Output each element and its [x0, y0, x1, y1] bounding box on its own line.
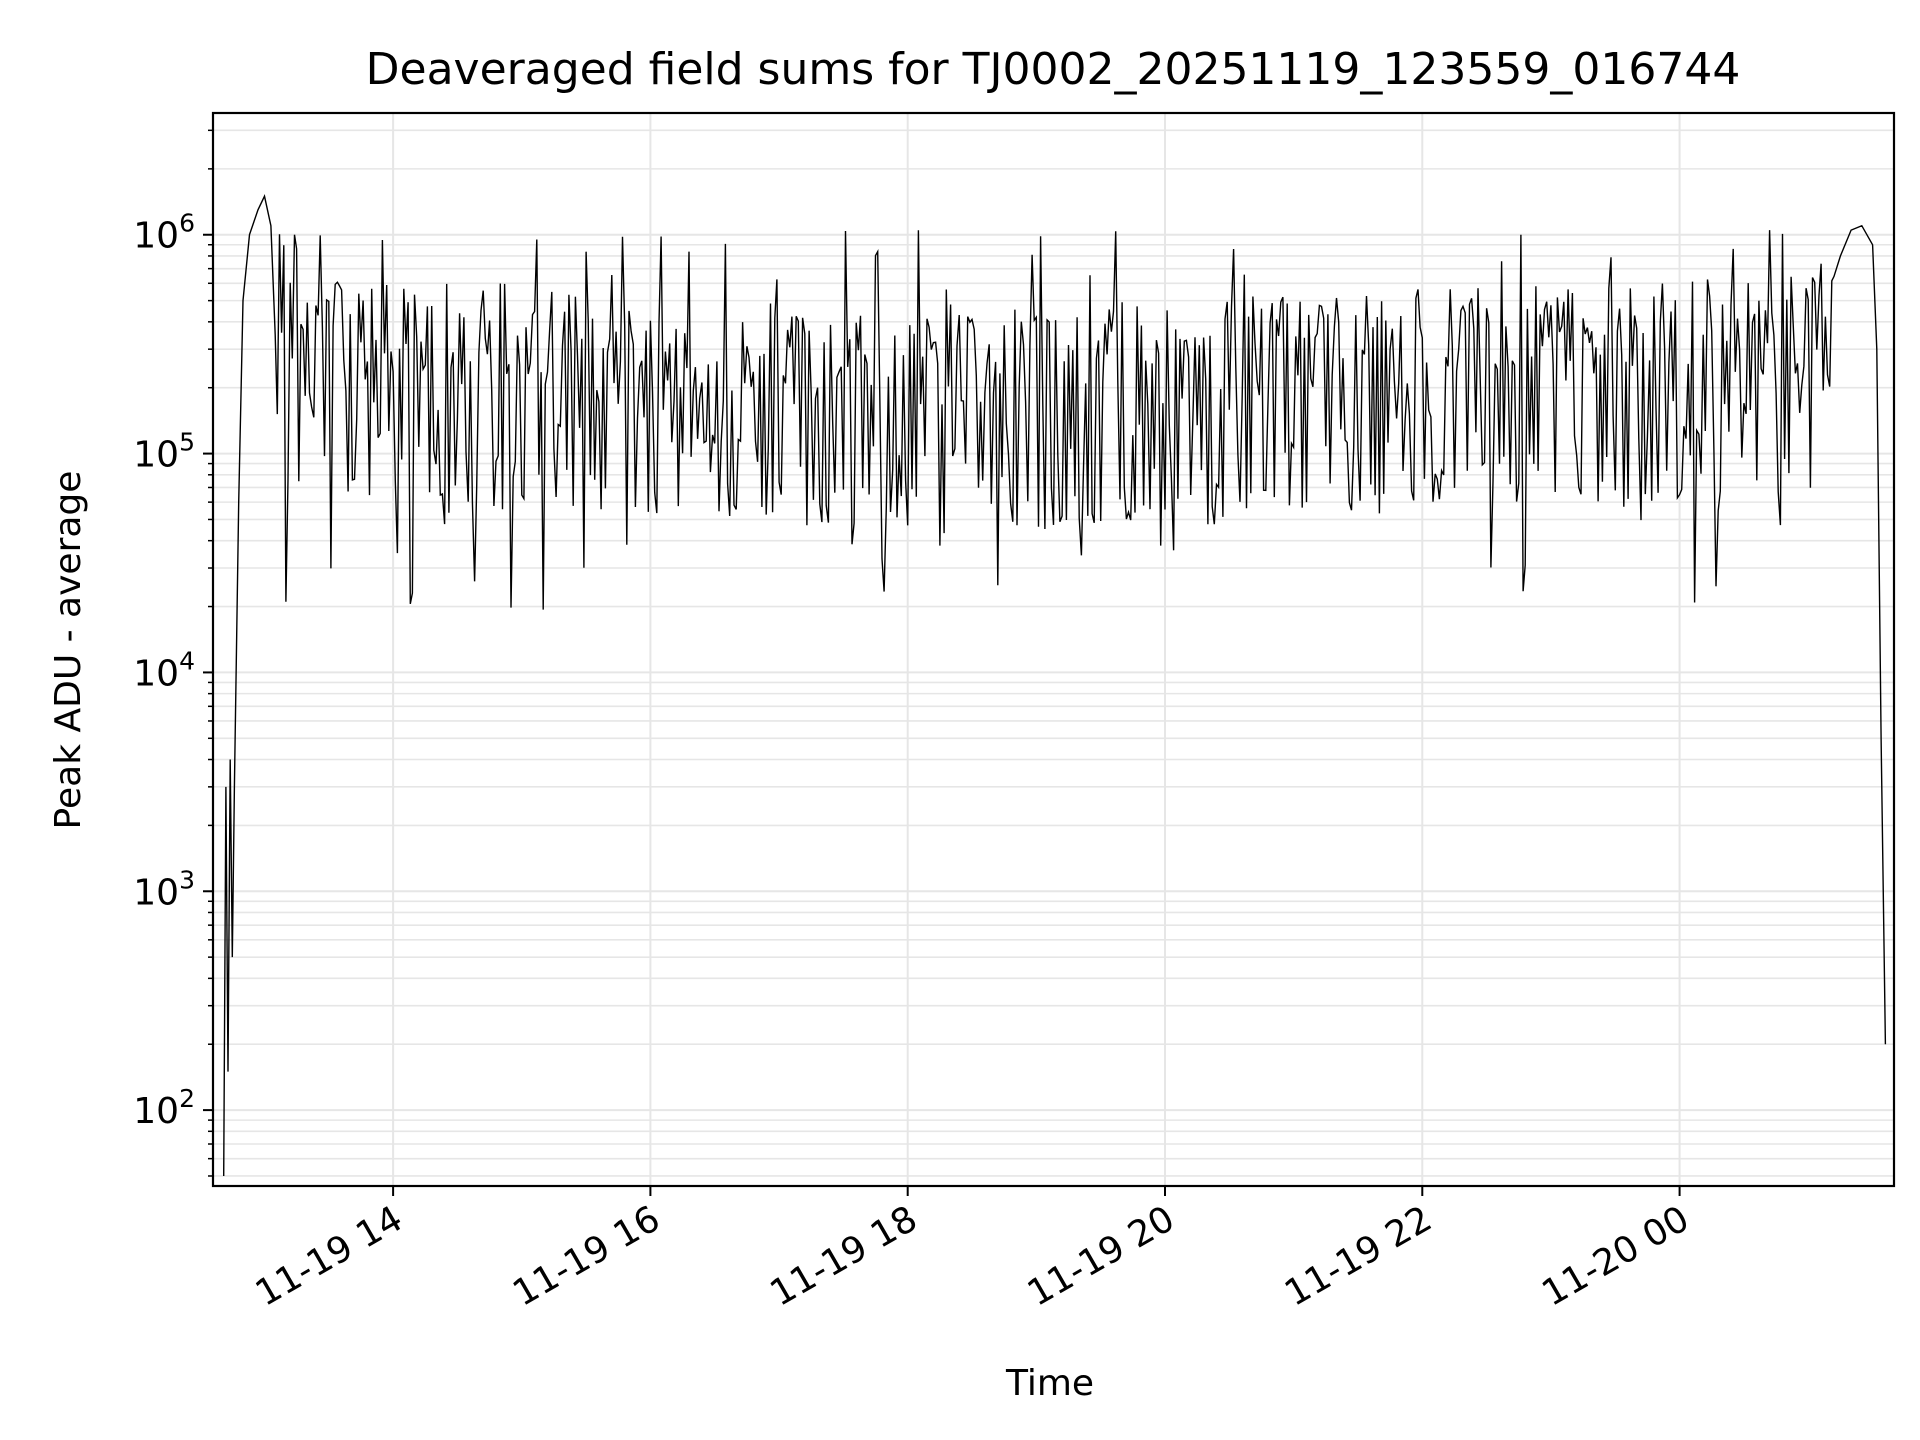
- x-axis-label: Time: [1005, 1363, 1094, 1404]
- plot-frame: [211, 111, 1896, 1188]
- y-tick-label: 104: [133, 646, 195, 694]
- y-tick-label: 102: [133, 1084, 195, 1132]
- y-tick-label: 106: [133, 209, 195, 257]
- y-tick-label: 103: [133, 865, 195, 913]
- series-line: [223, 194, 1887, 1177]
- chart-title: Deaveraged field sums for TJ0002_2025111…: [366, 44, 1741, 95]
- y-tick-label: 105: [133, 428, 195, 476]
- data-line-layer: [223, 194, 1887, 1177]
- grid-layer: [213, 113, 1894, 1186]
- y-axis-label: Peak ADU - average: [48, 471, 89, 830]
